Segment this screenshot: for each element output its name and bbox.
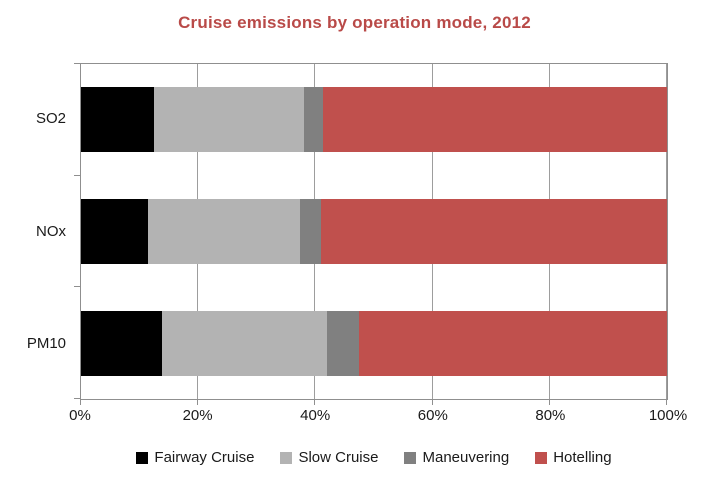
legend-swatch-icon [280,451,293,464]
x-axis-labels: 0% 20% 40% 60% 80% 100% [69,407,687,427]
x-axis-tick [80,399,81,405]
y-axis-label-PM10: PM10 [26,334,66,352]
bar-row-PM10 [81,310,667,376]
x-axis-tick [314,399,316,405]
bar-segment-SO2-slow-cruise [154,87,304,153]
x-axis-tick [197,399,199,405]
y-axis-labels: SO2 NOx PM10 [0,63,80,400]
y-axis-tick [74,398,81,399]
legend-item-slow-cruise: Slow Cruise [280,449,378,466]
legend-swatch-icon [404,451,417,464]
legend-item-hotelling: Hotelling [535,449,612,466]
chart-title: Cruise emissions by operation mode, 2012 [178,13,531,32]
y-axis-tick [74,174,81,176]
bar-row-NOx [81,199,667,264]
legend-label: Fairway Cruise [154,449,255,466]
bar-segment-NOx-slow-cruise [147,199,300,264]
legend-swatch-icon [535,451,548,464]
bar-row-SO2 [81,87,667,153]
bar-segment-PM10-fairway-cruise [81,310,162,376]
plot-area [74,63,668,405]
x-axis-tick-label: 60% [417,407,448,424]
x-axis-tick-label: 20% [182,407,213,424]
bar-segment-SO2-fairway-cruise [81,87,155,153]
y-axis-tick [74,63,81,64]
legend: Fairway Cruise Slow Cruise Maneuvering Hote… [80,449,668,466]
bar-segment-NOx-hotelling [321,199,667,264]
bar-segment-SO2-maneuvering [303,87,323,153]
bar-segment-NOx-maneuvering [299,199,322,264]
x-axis-tick-label: 80% [535,407,566,424]
y-axis-label-NOx: NOx [36,222,66,240]
bar-segment-PM10-slow-cruise [161,310,328,376]
legend-label: Hotelling [553,449,612,466]
bar-segment-NOx-fairway-cruise [81,199,148,264]
y-axis-tick [74,286,81,288]
legend-label: Maneuvering [422,449,510,466]
x-axis-tick-label: 0% [69,407,91,424]
legend-item-fairway-cruise: Fairway Cruise [136,449,254,466]
x-axis-tick-label: 40% [300,407,331,424]
legend-swatch-icon [136,451,149,464]
bar-segment-PM10-hotelling [359,310,667,376]
bar-segment-PM10-maneuvering [327,310,360,376]
x-axis-tick [548,399,550,405]
legend-label: Slow Cruise [298,449,379,466]
bar-segment-SO2-hotelling [323,87,667,153]
y-axis-label-SO2: SO2 [35,110,66,128]
x-axis-tick [666,399,667,405]
x-axis-tick [431,399,433,405]
legend-item-maneuvering: Maneuvering [404,449,509,466]
x-axis-tick-label: 100% [648,407,688,424]
